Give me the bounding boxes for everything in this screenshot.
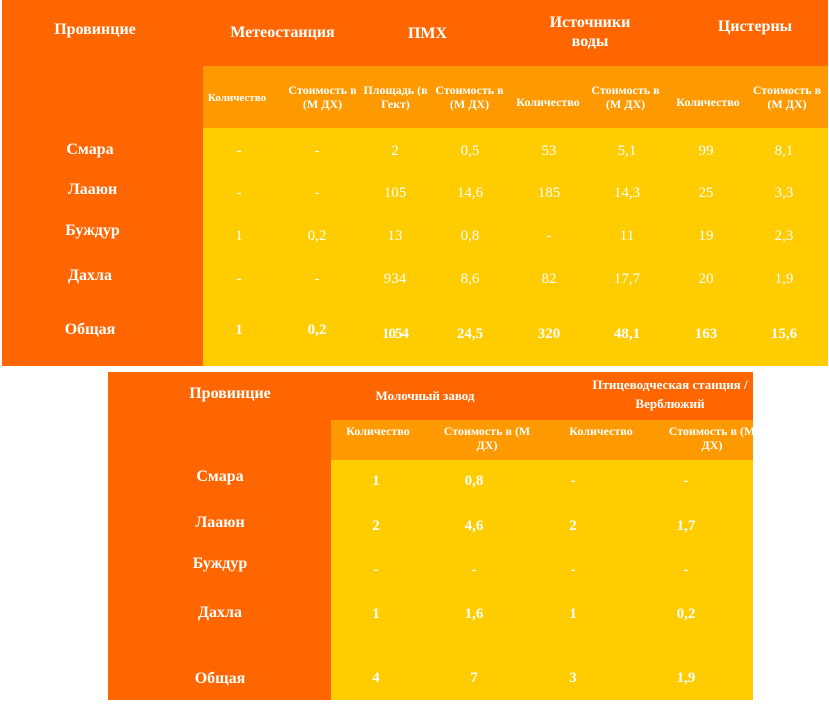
table1-header-water-sources: Источники воды: [549, 14, 631, 51]
table1-cell: 0,5: [460, 143, 480, 159]
table1-cell: 14,3: [613, 185, 641, 201]
table1-cell: 3,3: [774, 185, 794, 201]
table1-total-cell: 320: [537, 326, 561, 342]
table1-cell: 14,6: [456, 185, 484, 201]
table1-sub-col-3: Площадь (в Гект): [363, 83, 428, 112]
table1-header-province: Провинцие: [54, 21, 136, 38]
table2-cell: -: [570, 473, 576, 489]
table1-cell: 934: [383, 271, 407, 287]
table1-cell: -: [236, 143, 242, 159]
table2-total-cell: 4: [372, 670, 380, 686]
table1-cell: 0,8: [460, 228, 480, 244]
table2-sub-col-4: Стоимость в (М ДХ): [668, 424, 756, 453]
table2-cell: 1: [569, 606, 577, 622]
table1-cell: 11: [619, 228, 635, 244]
table1-cell: 1,9: [774, 271, 794, 287]
table2-header-province: Провинцие: [189, 385, 271, 402]
table1-sub-col-6: Стоимость в (М ДХ): [591, 83, 660, 112]
table2-sub-col-2: Стоимость в (М ДХ): [443, 424, 531, 453]
table1-cell: 2,3: [774, 228, 794, 244]
table2-row-label: Дахла: [198, 604, 242, 621]
table1-cell: 20: [698, 271, 714, 287]
table1-cell: 82: [541, 271, 557, 287]
table1-cell: 0,2: [307, 228, 327, 244]
table2-cell: 0,8: [464, 473, 484, 489]
table1-total-cell: 48,1: [613, 326, 641, 342]
table2-cell: 2: [569, 518, 577, 534]
table2-cell: 1,7: [676, 518, 696, 534]
table1-cell: 105: [383, 185, 407, 201]
table1-cell: 185: [537, 185, 561, 201]
table2-header-poultry: Птицеводческая станция / Верблюжий: [592, 377, 748, 411]
table1-cell: 53: [541, 143, 557, 159]
table1-row-label: Смара: [66, 141, 114, 158]
table1-header-cisterns: Цистерны: [717, 18, 793, 35]
table2-cell: -: [471, 562, 477, 578]
table1-cell: 19: [698, 228, 714, 244]
table1-cell: -: [314, 143, 320, 159]
table2-cell: 1,6: [464, 606, 484, 622]
table1-cell: -: [314, 185, 320, 201]
table1-total-cell: 163: [694, 326, 718, 342]
table1-total-cell: 1054: [382, 326, 409, 342]
table1-row-label: Лааюн: [67, 181, 118, 198]
table2-header-dairy: Молочный завод: [375, 388, 475, 403]
table2-row-label: Буждур: [192, 555, 248, 572]
table2-subheader-band: [331, 420, 753, 460]
table1-header-pmh: ПМХ: [407, 25, 448, 42]
table1-cell: -: [314, 271, 320, 287]
table1-data-area: [203, 128, 828, 366]
table2-cell: 1: [372, 473, 380, 489]
table2-cell: -: [683, 473, 689, 489]
table1-total-cell: 1: [235, 322, 243, 338]
table1-row-label: Буждур: [65, 222, 120, 239]
table1-header-weather-station: Метеостанция: [230, 24, 335, 41]
table1-cell: 1: [235, 228, 243, 244]
table2-sub-col-3: Количество: [569, 424, 633, 438]
table2-row-label: Смара: [196, 468, 244, 485]
table2-cell: 0,2: [676, 606, 696, 622]
table1-cell: 25: [698, 185, 714, 201]
table1-cell: 5,1: [617, 143, 637, 159]
table1-subheader-band: [203, 66, 828, 128]
table2-row-label: Лааюн: [195, 514, 245, 531]
table1-total-cell: 0,2: [307, 322, 327, 338]
table2-total-cell: 3: [569, 670, 577, 686]
table2-cell: 1: [372, 606, 380, 622]
table1-total-cell: 24,5: [456, 326, 484, 342]
table1-cell: 13: [387, 228, 403, 244]
table1-cell: 17,7: [613, 271, 641, 287]
table2-data-area: [331, 460, 753, 700]
table2-cell: 4,6: [464, 518, 484, 534]
table1-sub-col-5: Количество: [516, 95, 580, 109]
table1-sub-col-1: Количество: [207, 92, 267, 104]
table1-sub-col-7: Количество: [676, 95, 740, 109]
table2-cell: 2: [372, 518, 380, 534]
table1-total-cell: 15,6: [770, 326, 798, 342]
table1-cell: -: [236, 271, 242, 287]
table1-cell: 8,1: [774, 143, 794, 159]
table1-cell: 2: [391, 143, 399, 159]
table2-total-cell: 7: [470, 670, 478, 686]
table1-cell: -: [236, 185, 242, 201]
table2-total-cell: 1,9: [676, 670, 696, 686]
table1-cell: 99: [698, 143, 714, 159]
table1-sub-col-2: Стоимость в (М ДХ): [288, 83, 357, 112]
table1-row-label: Дахла: [68, 267, 112, 284]
table2-row-label: Общая: [194, 670, 246, 687]
table2-cell: -: [683, 562, 689, 578]
table1-sub-col-8: Стоимость в (М ДХ): [752, 83, 822, 112]
table1-row-label: Общая: [64, 321, 116, 338]
table1-sub-col-4: Стоимость в (М ДХ): [435, 83, 504, 112]
table2-sub-col-1: Количество: [346, 424, 410, 438]
table2-cell: -: [373, 562, 379, 578]
table1-cell: 8,6: [460, 271, 480, 287]
table2-cell: -: [570, 562, 576, 578]
table1-cell: -: [546, 228, 552, 244]
